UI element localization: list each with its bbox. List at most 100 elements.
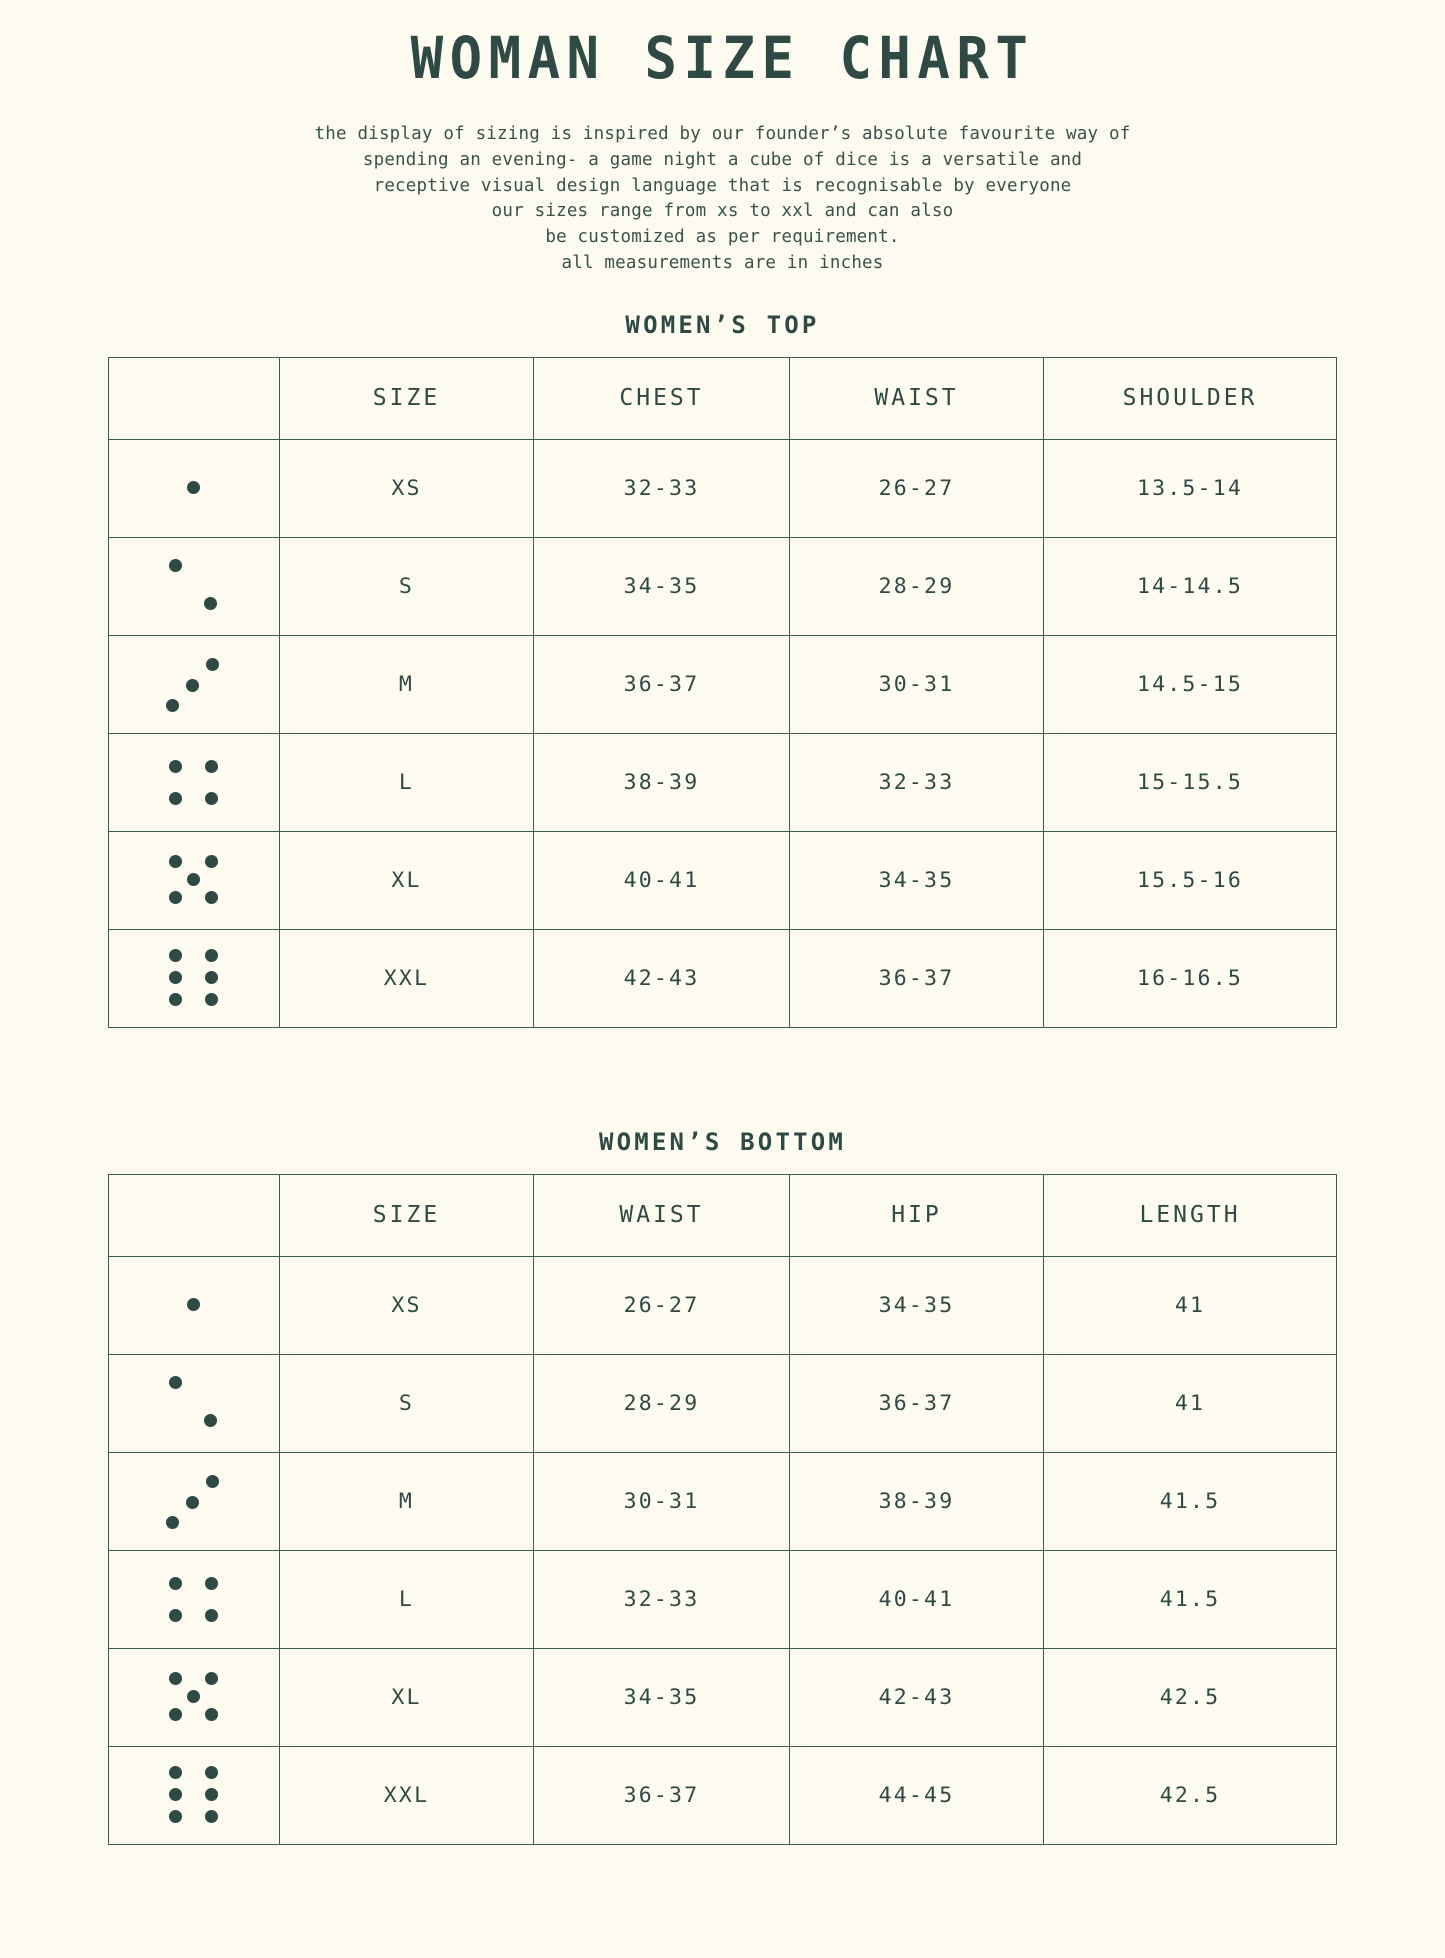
dice-icon-cell — [108, 1255, 280, 1355]
dice-icon-cell — [108, 830, 280, 930]
cell-size: M — [279, 634, 534, 734]
dice-two-icon — [152, 551, 236, 621]
description-block: the display of sizing is inspired by our… — [0, 122, 1445, 277]
dice-two-icon — [152, 1368, 236, 1438]
cell-waist: 32-33 — [789, 732, 1044, 832]
cell-waist: 28-29 — [533, 1353, 790, 1453]
cell-size: XL — [279, 830, 534, 930]
cell-waist: 26-27 — [789, 438, 1044, 538]
cell-waist: 34-35 — [533, 1647, 790, 1747]
column-header-length: LENGTH — [1043, 1173, 1337, 1257]
description-line-6: all measurements are in inches — [561, 252, 884, 273]
cell-hip: 42-43 — [789, 1647, 1044, 1747]
cell-shoulder: 15-15.5 — [1043, 732, 1337, 832]
column-header-shoulder: SHOULDER — [1043, 356, 1337, 440]
womens-top-table: SIZE CHEST WAIST SHOULDER XS 32-33 26-27… — [108, 356, 1337, 1028]
table-row: S 28-29 36-37 41 — [108, 1353, 1337, 1453]
dice-icon-cell — [108, 1745, 280, 1845]
womens-top-section: WOMEN’S TOP SIZE CHEST WAIST SHOULDER — [0, 311, 1445, 1028]
cell-length: 42.5 — [1043, 1647, 1337, 1747]
dice-four-icon — [152, 1564, 236, 1634]
size-chart-page: WOMAN SIZE CHART the display of sizing i… — [0, 24, 1445, 1958]
cell-waist: 34-35 — [789, 830, 1044, 930]
column-header-waist: WAIST — [789, 356, 1044, 440]
cell-waist: 30-31 — [789, 634, 1044, 734]
dice-icon-cell — [108, 634, 280, 734]
cell-size: L — [279, 732, 534, 832]
cell-waist: 26-27 — [533, 1255, 790, 1355]
dice-icon-cell — [108, 536, 280, 636]
cell-hip: 36-37 — [789, 1353, 1044, 1453]
description-line-1: the display of sizing is inspired by our… — [314, 124, 1131, 144]
description-line-2: spending an evening- a game night a cube… — [362, 149, 1083, 170]
dice-six-icon — [152, 943, 236, 1013]
dice-icon-cell — [108, 732, 280, 832]
table-header-row: SIZE WAIST HIP LENGTH — [108, 1173, 1337, 1257]
cell-hip: 44-45 — [789, 1745, 1044, 1845]
column-header-waist: WAIST — [533, 1173, 790, 1257]
column-header-size: SIZE — [279, 1173, 534, 1257]
dice-three-icon — [152, 1466, 236, 1536]
description-line-4: our sizes range from xs to xxl and can a… — [491, 201, 954, 222]
description-line-3: receptive visual design language that is… — [373, 175, 1072, 196]
cell-size: S — [279, 1353, 534, 1453]
table-header-row: SIZE CHEST WAIST SHOULDER — [108, 356, 1337, 440]
cell-hip: 40-41 — [789, 1549, 1044, 1649]
womens-bottom-body: XS 26-27 34-35 41 S 28-29 36-37 41 — [108, 1255, 1337, 1845]
cell-length: 42.5 — [1043, 1745, 1337, 1845]
womens-bottom-table: SIZE WAIST HIP LENGTH XS 26-27 34-35 41 — [108, 1173, 1337, 1845]
cell-chest: 36-37 — [533, 634, 790, 734]
cell-length: 41.5 — [1043, 1451, 1337, 1551]
womens-top-body: XS 32-33 26-27 13.5-14 S 34-35 28-29 14-… — [108, 438, 1337, 1028]
cell-chest: 40-41 — [533, 830, 790, 930]
cell-size: S — [279, 536, 534, 636]
dice-icon-cell — [108, 1451, 280, 1551]
cell-shoulder: 14-14.5 — [1043, 536, 1337, 636]
table-row: XS 32-33 26-27 13.5-14 — [108, 438, 1337, 538]
table-row: S 34-35 28-29 14-14.5 — [108, 536, 1337, 636]
page-title: WOMAN SIZE CHART — [410, 24, 1035, 92]
womens-top-title: WOMEN’S TOP — [625, 310, 820, 339]
cell-size: XL — [279, 1647, 534, 1747]
cell-size: XXL — [279, 1745, 534, 1845]
cell-chest: 32-33 — [533, 438, 790, 538]
cell-shoulder: 16-16.5 — [1043, 928, 1337, 1028]
cell-chest: 42-43 — [533, 928, 790, 1028]
cell-chest: 38-39 — [533, 732, 790, 832]
cell-size: XS — [279, 438, 534, 538]
dice-icon-cell — [108, 928, 280, 1028]
column-header-dice — [108, 1173, 280, 1257]
dice-four-icon — [152, 747, 236, 817]
cell-shoulder: 15.5-16 — [1043, 830, 1337, 930]
table-row: XS 26-27 34-35 41 — [108, 1255, 1337, 1355]
cell-waist: 30-31 — [533, 1451, 790, 1551]
womens-bottom-section: WOMEN’S BOTTOM SIZE WAIST HIP LENGTH — [0, 1128, 1445, 1845]
column-header-dice — [108, 356, 280, 440]
cell-waist: 36-37 — [533, 1745, 790, 1845]
table-row: L 32-33 40-41 41.5 — [108, 1549, 1337, 1649]
cell-length: 41.5 — [1043, 1549, 1337, 1649]
dice-icon-cell — [108, 438, 280, 538]
description-line-5: be customized as per requirement. — [545, 227, 900, 248]
dice-icon-cell — [108, 1353, 280, 1453]
column-header-size: SIZE — [279, 356, 534, 440]
cell-length: 41 — [1043, 1353, 1337, 1453]
cell-size: XXL — [279, 928, 534, 1028]
table-row: XL 34-35 42-43 42.5 — [108, 1647, 1337, 1747]
dice-five-icon — [152, 1662, 236, 1732]
table-row: XL 40-41 34-35 15.5-16 — [108, 830, 1337, 930]
dice-icon-cell — [108, 1647, 280, 1747]
column-header-chest: CHEST — [533, 356, 790, 440]
cell-waist: 32-33 — [533, 1549, 790, 1649]
cell-shoulder: 14.5-15 — [1043, 634, 1337, 734]
cell-size: M — [279, 1451, 534, 1551]
dice-one-icon — [152, 1270, 236, 1340]
womens-bottom-title: WOMEN’S BOTTOM — [598, 1127, 847, 1156]
cell-size: XS — [279, 1255, 534, 1355]
table-row: L 38-39 32-33 15-15.5 — [108, 732, 1337, 832]
cell-length: 41 — [1043, 1255, 1337, 1355]
cell-waist: 28-29 — [789, 536, 1044, 636]
table-row: M 30-31 38-39 41.5 — [108, 1451, 1337, 1551]
table-row: XXL 42-43 36-37 16-16.5 — [108, 928, 1337, 1028]
dice-six-icon — [152, 1760, 236, 1830]
